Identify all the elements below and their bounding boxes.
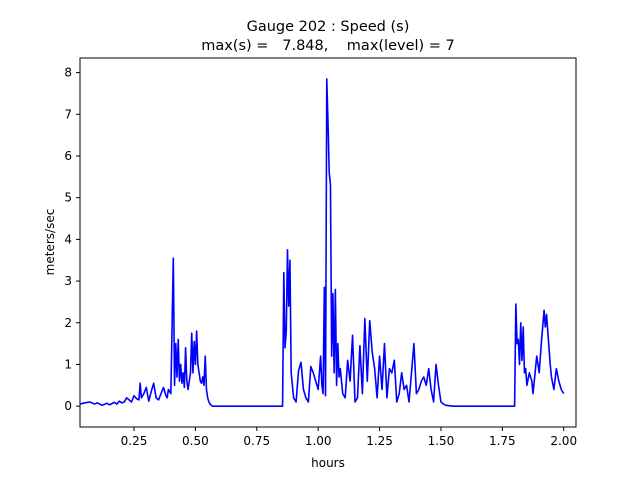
x-tick-label: 0.75: [243, 434, 270, 448]
x-tick-label: 0.25: [121, 434, 148, 448]
y-tick-label: 7: [64, 107, 72, 121]
y-tick-label: 8: [64, 66, 72, 80]
y-tick-label: 0: [64, 399, 72, 413]
x-tick-label: 0.50: [182, 434, 209, 448]
x-axis: 0.25 0.50 0.75 1.00 1.25 1.50 1.75 2.00: [121, 427, 577, 448]
y-axis-label: meters/sec: [43, 209, 57, 276]
y-axis: 0 1 2 3 4 5 6 7 8: [64, 66, 80, 413]
x-tick-label: 2.00: [550, 434, 577, 448]
y-tick-label: 5: [64, 191, 72, 205]
y-tick-label: 6: [64, 149, 72, 163]
x-tick-label: 1.25: [366, 434, 393, 448]
y-tick-label: 2: [64, 316, 72, 330]
chart-title: Gauge 202 : Speed (s): [247, 19, 410, 35]
plot-frame: [79, 57, 577, 428]
x-axis-label: hours: [311, 456, 345, 470]
x-tick-label: 1.50: [428, 434, 455, 448]
y-tick-label: 3: [64, 274, 72, 288]
series-line-1: [79, 78, 565, 407]
x-tick-label: 1.75: [489, 434, 516, 448]
x-tick-label: 1.00: [305, 434, 332, 448]
plot-area: [79, 78, 565, 407]
chart-subtitle: max(s) = 7.848, max(level) = 7: [201, 38, 455, 54]
y-tick-label: 4: [64, 232, 72, 246]
y-tick-label: 1: [64, 357, 72, 371]
